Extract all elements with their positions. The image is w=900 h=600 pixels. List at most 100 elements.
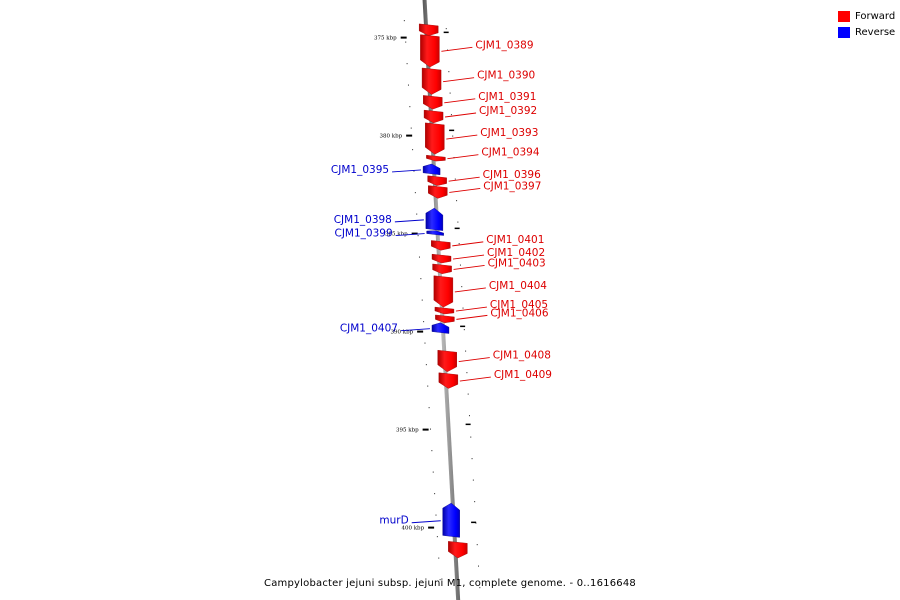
guide-dot	[429, 428, 431, 430]
label-leader	[394, 219, 424, 223]
guide-dot	[421, 299, 423, 301]
label-leader	[454, 287, 486, 293]
label-leader	[459, 376, 491, 382]
gene-arrow-murD	[442, 502, 460, 538]
gene-label-CJM1_0396: CJM1_0396	[483, 169, 541, 181]
gene-label-CJM1_0403: CJM1_0403	[488, 257, 546, 269]
guide-dot	[448, 71, 450, 73]
guide-dot	[403, 20, 405, 22]
scale-tick-label: 400 kbp	[401, 526, 424, 532]
guide-dot	[452, 135, 454, 137]
guide-dot	[470, 436, 472, 438]
guide-dot	[438, 557, 440, 559]
guide-dot	[417, 235, 419, 237]
label-leader	[449, 188, 481, 193]
guide-dot	[425, 364, 427, 366]
guide-dot	[462, 307, 464, 309]
guide-dot	[449, 92, 451, 94]
forward-swatch	[838, 10, 850, 22]
guide-dot	[478, 565, 480, 567]
gene-label-CJM1_0401: CJM1_0401	[486, 234, 544, 246]
gene-label-CJM1_0392: CJM1_0392	[479, 105, 537, 117]
guide-dot	[424, 342, 426, 344]
guide-dot	[416, 213, 418, 215]
guide-dot	[418, 256, 420, 258]
scale-tick-mark	[471, 521, 477, 524]
gene-arrow-CJM1_0406	[435, 314, 455, 324]
label-leader	[452, 241, 484, 247]
guide-dot	[450, 114, 452, 116]
gene-arrow-CJM1_0401	[431, 240, 451, 251]
guide-dot	[410, 127, 412, 129]
scale-tick-mark	[443, 31, 449, 34]
gene-arrow-unlabeled-0	[418, 23, 439, 36]
label-leader	[441, 46, 473, 52]
gene-label-CJM1_0405: CJM1_0405	[490, 299, 548, 311]
label-leader	[446, 134, 478, 140]
guide-dot	[459, 264, 461, 266]
guide-dot	[456, 200, 458, 202]
guide-dot	[420, 278, 422, 280]
guide-dot	[407, 84, 409, 86]
gene-arrow-CJM1_0402	[431, 253, 452, 264]
label-leader	[456, 314, 488, 320]
label-leader	[458, 357, 490, 362]
scale-tick-mark	[400, 36, 407, 39]
genome-caption: Campylobacter jejuni subsp. jejuni M1, c…	[264, 578, 636, 589]
gene-arrow-unlabeled-22	[448, 541, 468, 559]
gene-label-CJM1_0404: CJM1_0404	[489, 280, 547, 292]
label-leader	[411, 520, 441, 524]
scale-tick-mark	[465, 423, 471, 426]
guide-dot	[436, 536, 438, 538]
guide-dot	[435, 514, 437, 516]
legend-label-reverse: Reverse	[855, 26, 896, 38]
label-leader	[400, 328, 430, 332]
scale-tick-mark	[422, 428, 429, 431]
guide-dot	[414, 192, 416, 194]
gene-arrow-CJM1_0394	[426, 154, 446, 162]
gene-arrow-CJM1_0398	[425, 207, 444, 231]
guide-dot	[467, 393, 469, 395]
gene-label-CJM1_0395: CJM1_0395	[331, 164, 389, 176]
guide-dot	[406, 63, 408, 65]
scale-tick-mark	[411, 232, 418, 235]
label-leader	[444, 98, 476, 104]
label-leader	[448, 176, 480, 182]
gene-arrow-CJM1_0391	[423, 95, 443, 110]
guide-dot	[476, 544, 478, 546]
guide-dot	[454, 178, 456, 180]
legend-item-reverse: Reverse	[838, 24, 895, 40]
gene-label-CJM1_0399: CJM1_0399	[335, 228, 393, 240]
gene-labels: CJM1_0389 CJM1_0390 CJM1_0391 CJM1_0392 CJM1…	[331, 39, 552, 526]
label-leader	[452, 254, 485, 260]
label-leader	[455, 306, 487, 312]
scale-tick-label: 390 kbp	[391, 330, 414, 336]
gene-label-CJM1_0393: CJM1_0393	[480, 127, 538, 139]
gene-label-CJM1_0408: CJM1_0408	[493, 350, 551, 362]
guide-dot	[479, 587, 481, 589]
gene-arrow-CJM1_0389	[420, 34, 440, 68]
gene-label-murD: murD	[379, 515, 408, 527]
guide-dot	[457, 221, 459, 223]
gene-arrow-CJM1_0405	[434, 306, 455, 315]
scale-ticks: 375 kbp 380 kbp 385 kbp 390 kbp 395 kbp 400 k…	[374, 31, 477, 532]
guide-dot	[434, 493, 436, 495]
guide-dot	[439, 579, 441, 581]
guide-dot	[427, 385, 429, 387]
gene-arrow-CJM1_0393	[425, 122, 445, 155]
guide-dot	[461, 286, 463, 288]
gene-label-CJM1_0391: CJM1_0391	[478, 91, 536, 103]
guide-dot	[409, 106, 411, 108]
scale-tick-mark	[449, 129, 455, 132]
guide-dot	[466, 372, 468, 374]
legend-label-forward: Forward	[855, 10, 896, 22]
guide-dot	[474, 501, 476, 503]
reverse-swatch	[838, 26, 850, 38]
gene-arrow-CJM1_0408	[437, 349, 457, 373]
gene-arrow-CJM1_0404	[433, 275, 454, 308]
scale-tick-label: 375 kbp	[374, 36, 397, 42]
gene-arrow-CJM1_0409	[438, 372, 459, 389]
gene-arrow-CJM1_0397	[428, 185, 448, 199]
guide-dot	[445, 28, 447, 30]
